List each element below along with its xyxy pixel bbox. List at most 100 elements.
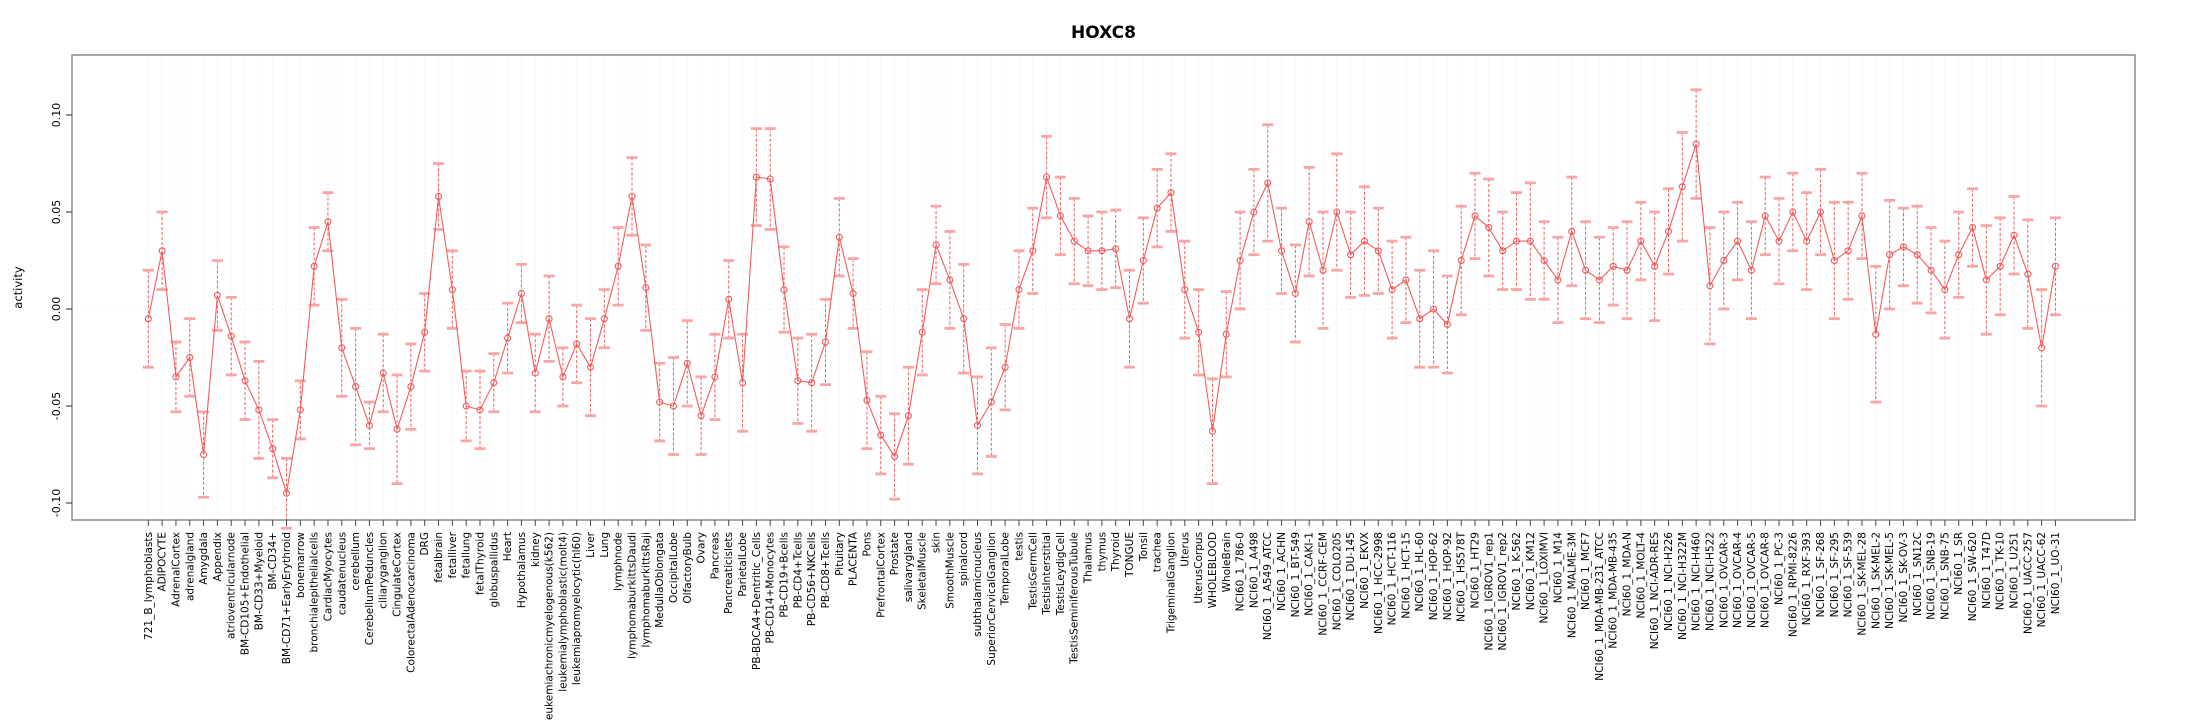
x-category-label: NCI60_1_NCI-H226 [1663,532,1675,631]
data-point [1430,305,1438,313]
data-point [269,445,277,453]
x-category-label: ciliaryganglion [378,532,390,609]
x-category-label: NCI60_1_HOP-92 [1442,532,1454,620]
x-category-label: NCI60_1_A498 [1248,532,1260,608]
x-category-label: Prostate [889,532,901,575]
data-point [1927,266,1935,274]
x-category-label: SmoothMuscle [944,532,956,609]
y-tick-label: 0.10 [50,103,63,128]
data-point [987,398,995,406]
data-point [739,379,747,387]
data-point [1968,223,1977,232]
x-category-label: fetalThyroid [474,532,486,595]
x-category-label: spinalcord [958,532,970,586]
x-category-label: NCI60_1_SF-539 [1843,532,1855,617]
data-point [2051,262,2060,270]
data-point [614,262,622,270]
x-category-label: Amygdala [198,532,210,585]
data-point [1153,204,1161,212]
x-category-label: BM-CD34+ [267,532,279,590]
x-category-label: NCI60_1_UACC-257 [2022,532,2034,634]
x-category-label: NCI60_1_UO-31 [2050,532,2062,614]
x-category-label: NCI60_1_LOXIMVI [1539,532,1551,624]
data-point [600,315,608,323]
x-category-label: lymphnode [613,532,625,591]
data-point [1761,212,1769,220]
data-point [1015,286,1023,294]
data-point [835,233,843,241]
data-point [1651,262,1659,270]
x-category-label: NCI60_1_COLO205 [1331,532,1343,630]
data-point [1886,251,1894,259]
x-category-label: Appendix [212,532,224,581]
x-category-label: NCI60_1_EKVX [1359,532,1371,609]
x-category-label: leukemialymphoblastic(molt4) [557,532,569,692]
x-category-label: Tonsil [1138,532,1150,562]
x-category-label: Pituitary [834,532,846,576]
y-tick-label: -0.10 [50,489,63,517]
data-point [1692,140,1700,148]
data-point [1319,266,1327,274]
x-category-label: PLACENTA [848,531,860,586]
data-point [310,262,318,270]
x-category-label: NCI60_1_MDA-N [1622,532,1634,616]
data-point [586,363,595,371]
x-category-label: ADIPOCYTE [157,532,169,592]
y-tick-label: 0.00 [50,297,63,322]
x-category-label: NCI60_1_RPMI-8226 [1787,532,1799,637]
data-point [200,450,208,459]
x-category-label: kidney [530,532,542,567]
data-point [1830,256,1838,265]
x-category-label: fetalbrain [433,532,445,583]
x-category-label: subthalamicnucleus [972,532,984,637]
data-point [1112,245,1120,253]
data-point [1139,256,1147,265]
x-category-label: Uterus [1179,532,1191,567]
data-point [186,353,194,362]
x-category-label: testis [1013,532,1025,561]
x-category-label: Thalamus [1083,532,1095,584]
data-point [1333,208,1341,216]
x-category-label: NCI60_1_BT-549 [1290,532,1302,617]
data-point [1250,208,1258,216]
data-point [1291,289,1299,298]
x-category-label: NCI60_1_DU-145 [1345,532,1357,620]
data-point [227,332,235,340]
x-category-label: skin [931,532,943,553]
data-point [1623,266,1631,274]
series-line [147,143,2057,494]
x-category-label: TestisLeydigCell [1055,532,1067,616]
x-category-label: PB-CD14+Monocytes [765,532,777,644]
data-point [1568,227,1576,235]
data-point [144,315,152,323]
x-category-label: DRG [419,532,431,556]
x-category-label: NCI60_1_PC-3 [1774,532,1786,605]
x-category-label: NCI60_1_A549_ATCC [1262,532,1274,640]
y-tick-label: -0.05 [50,392,63,420]
data-point [1941,286,1949,294]
data-point [1844,247,1852,255]
data-point [1678,183,1686,191]
data-point [1222,330,1230,338]
data-point [559,373,567,381]
x-category-label: NCI60_1_T47D [1981,532,1993,609]
data-point [1236,256,1244,265]
x-category-label: adrenalgland [184,532,196,601]
data-point [1872,330,1880,338]
data-point [1775,237,1783,245]
x-category-label: NCI60_1_MDA-MB-231_ATCC [1594,532,1606,681]
data-point [255,406,263,414]
data-point [1664,227,1673,235]
x-category-label: atrioventricularnode [226,532,238,639]
data-point [407,383,415,391]
x-category-label: NCI60_1_SNB-75 [1939,532,1951,620]
x-category-label: TONGUE [1124,532,1136,578]
x-category-label: TemporalLobe [1000,532,1012,606]
x-category-label: leukemiapromyelocytic(hl60) [571,532,583,685]
data-point [766,175,774,183]
data-point [932,241,940,249]
x-category-label: NCI60_1_KM12 [1525,532,1537,610]
data-point [434,192,443,201]
x-category-label: NCI60_1_U251 [2009,532,2021,609]
